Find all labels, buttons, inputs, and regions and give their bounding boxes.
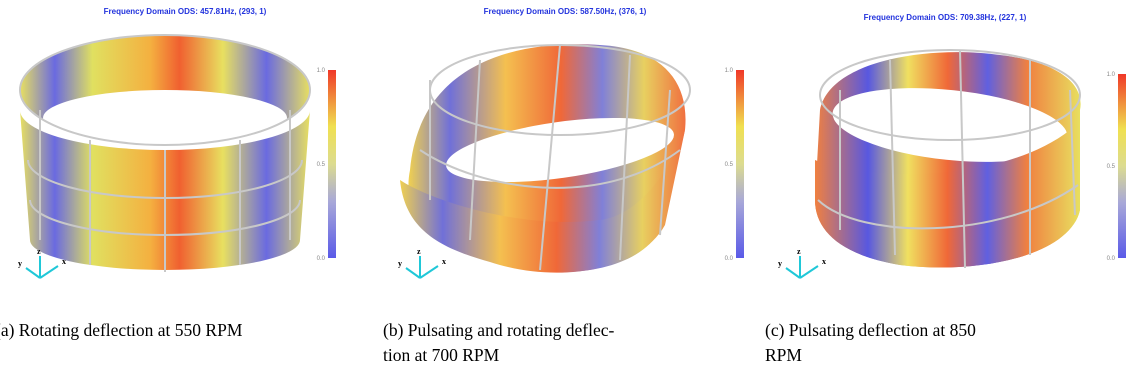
colorbar-label: 1.0 <box>725 68 734 74</box>
axis-label: y <box>18 259 22 268</box>
panel-title: Frequency Domain ODS: 709.38Hz, (227, 1) <box>864 13 1027 22</box>
axis-label: z <box>797 247 801 256</box>
caption-line: (c) Pulsating deflection at 850 <box>765 320 976 340</box>
panel-title: Frequency Domain ODS: 587.50Hz, (376, 1) <box>484 7 647 16</box>
colorbar-label: 0.0 <box>725 256 734 262</box>
colorbar-label: 1.0 <box>1107 72 1116 78</box>
panel-texts: Frequency Domain ODS: 457.81Hz, (293, 1)… <box>0 7 1126 365</box>
axis-triad <box>25 256 59 279</box>
axis-label: y <box>398 259 402 268</box>
panel-title: Frequency Domain ODS: 457.81Hz, (293, 1) <box>104 7 267 16</box>
axis-label: z <box>417 247 421 256</box>
axis-label: z <box>37 247 41 256</box>
colorbar <box>1118 74 1126 258</box>
axis-label: x <box>442 257 446 266</box>
caption-line: (a) Rotating deflection at 550 RPM <box>0 320 243 340</box>
colorbar-label: 1.0 <box>317 68 326 74</box>
colorbar-label: 0.0 <box>1107 256 1116 262</box>
axis-triad <box>405 256 439 279</box>
axis-label: x <box>62 257 66 266</box>
caption-line: tion at 700 RPM <box>383 345 500 365</box>
ring-c <box>815 49 1081 269</box>
axis-label: y <box>778 259 782 268</box>
caption-line: (b) Pulsating and rotating deflec- <box>383 320 614 340</box>
colorbar-label: 0.5 <box>317 162 326 168</box>
axis-triad <box>785 256 819 279</box>
colorbar-label: 0.0 <box>317 256 326 262</box>
colorbar-label: 0.5 <box>725 162 734 168</box>
ring-b <box>400 44 691 273</box>
ring-a <box>19 34 311 272</box>
colorbar <box>736 70 744 258</box>
axis-label: x <box>822 257 826 266</box>
colorbar <box>328 70 336 258</box>
colorbar-label: 0.5 <box>1107 164 1116 170</box>
caption-line: RPM <box>765 345 802 365</box>
